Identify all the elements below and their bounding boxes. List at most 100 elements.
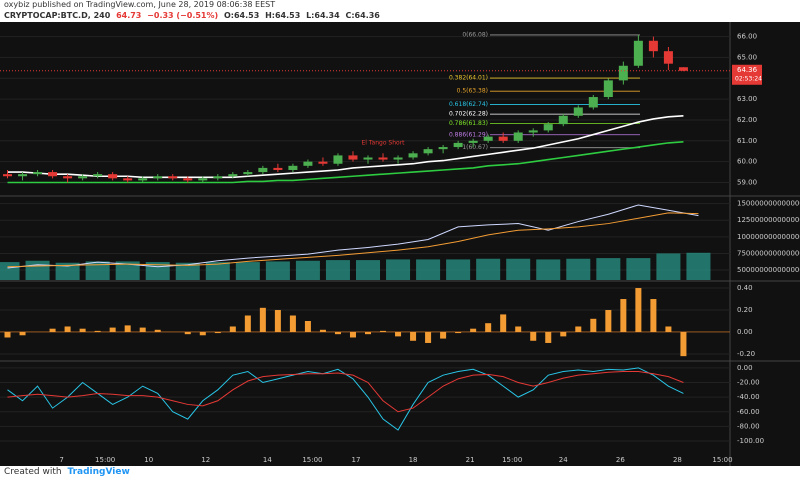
bar [665,326,672,332]
y-tick-label: -100.00 [737,437,764,445]
price-tag [732,64,762,85]
candle-body [33,172,43,175]
bar [304,321,311,332]
bar [229,326,236,332]
y-tick-label: 61.00 [737,137,757,145]
fib-label: 0.5(63.38) [457,88,488,95]
countdown: 02:53:24 [735,75,762,82]
y-tick-label: 1250000000000000.00 [737,216,800,224]
candle-body [318,161,328,164]
bar [325,260,350,280]
candle-body [3,174,13,177]
bar [485,323,492,332]
bar [380,330,387,332]
bar [590,318,597,332]
bar [259,307,266,332]
candle-body [333,155,343,164]
candle-body [258,167,268,173]
bar [536,259,561,280]
candle-body [543,124,553,131]
fib-label: 1(60.67) [462,144,488,151]
x-tick-label: 21 [466,456,475,464]
candle-body [78,176,88,179]
fib-label: 0.382(64.01) [449,75,488,82]
bar [235,262,260,280]
x-tick-label: 15:00 [712,456,732,464]
candle-body [228,174,238,177]
bar [635,288,642,332]
candle-body [63,176,73,179]
brand: TradingView [67,467,130,477]
fib-label: 0.786(61.83) [449,120,488,127]
y-tick-label: 0.20 [737,306,753,314]
bar [440,331,447,339]
candle-body [423,149,433,154]
bar [49,328,56,332]
bar [64,326,71,332]
chart: 66.0065.0064.0063.0062.0061.0060.0059.00… [0,22,800,466]
published-line: oxybiz published on TradingView.com, Jun… [4,0,276,9]
bar [686,252,711,280]
x-tick-label: 15:00 [502,456,522,464]
y-tick-label: -80.00 [737,422,760,430]
candle-body [168,176,178,179]
candle-body [123,178,133,181]
candle-body [48,172,58,177]
candle-body [153,176,163,179]
bar [626,258,651,280]
x-tick-label: 28 [673,456,682,464]
y-tick-label: -60.00 [737,408,760,416]
candle-body [378,157,388,160]
x-tick-label: 15:00 [302,456,322,464]
bar [289,315,296,332]
candle-body [348,155,358,160]
candle-body [603,80,613,98]
candle-body [408,153,418,158]
bar [199,331,206,336]
fib-label: 0.618(62.74) [449,101,488,108]
y-tick-label: -40.00 [737,393,760,401]
candle-body [363,157,373,160]
y-tick-label: 66.00 [737,33,757,41]
candle-body [588,97,598,108]
bar [620,299,627,332]
bar [560,331,567,337]
candle-body [138,178,148,181]
y-tick-label: 750000000000000.00 [737,249,800,257]
candle-body [558,115,568,125]
bar [85,261,110,280]
bar [575,326,582,332]
y-tick-label: 0.00 [737,364,753,372]
y-tick-label: 60.00 [737,158,757,166]
bar [410,331,417,341]
candle-body [453,142,463,148]
low: L:64.34 [306,11,340,20]
x-tick-label: 17 [352,456,361,464]
y-tick-label: 0.40 [737,284,753,292]
candle-body [678,67,688,71]
symbol-line: CRYPTOCAP:BTC.D, 240 64.73 −0.33 (−0.51%… [4,11,383,20]
bar [109,327,116,332]
candle-body [273,167,283,170]
x-tick-label: 18 [409,456,418,464]
candle-body [528,130,538,133]
bar [139,327,146,332]
symbol: CRYPTOCAP:BTC.D, 240 [4,11,111,20]
candle-body [663,51,673,64]
candle-body [498,136,508,141]
candle-body [438,147,448,150]
y-tick-label: 65.00 [737,53,757,61]
bar [470,328,477,332]
bar [386,259,411,280]
bar [530,331,537,341]
candle-body [483,136,493,141]
bar [395,331,402,337]
created-with: Created with [4,467,62,477]
bar [355,260,381,280]
candle-body [288,165,298,170]
bar [184,331,191,335]
bar [175,262,200,280]
bar [295,260,320,280]
candle-body [213,176,223,179]
bar [115,261,140,280]
